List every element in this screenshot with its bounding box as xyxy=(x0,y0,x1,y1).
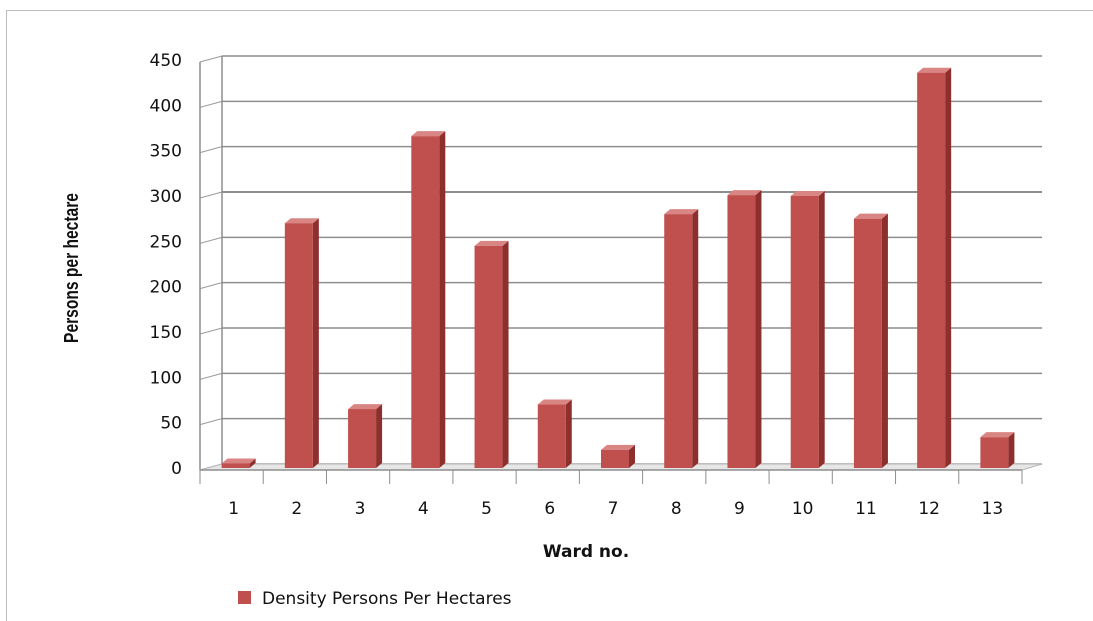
y-tick-label: 250 xyxy=(150,232,182,252)
gridline-connector xyxy=(199,418,223,426)
bar-top xyxy=(601,444,635,450)
bar-side xyxy=(692,209,699,468)
bar-top xyxy=(790,191,825,196)
bar xyxy=(917,67,952,469)
bar-side xyxy=(629,444,635,468)
bar-front xyxy=(537,404,566,468)
bar-front xyxy=(790,196,819,468)
y-tick-label: 100 xyxy=(150,368,182,388)
bar xyxy=(727,190,762,469)
y-tick-label: 150 xyxy=(150,323,182,343)
gridline-connector xyxy=(199,282,223,290)
bar-front xyxy=(601,449,629,468)
chart-frame xyxy=(6,10,1093,621)
x-tick-labels: 1 2 3 4 5 6 7 8 9 10 11 12 13 xyxy=(228,499,1003,519)
bar-side xyxy=(565,399,572,468)
x-axis-title: Ward no. xyxy=(543,542,629,562)
gridline-connector xyxy=(199,327,223,335)
bar-front xyxy=(348,409,377,468)
bar-side xyxy=(439,131,446,468)
x-tick-label: 3 xyxy=(355,499,366,519)
y-tick-labels: 0 50 100 150 200 250 300 350 400 450 xyxy=(150,51,182,479)
y-tick-label: 300 xyxy=(150,187,182,207)
bar-top xyxy=(221,458,256,464)
bar-side xyxy=(376,404,383,468)
x-tick-label: 7 xyxy=(608,499,619,519)
bar xyxy=(601,444,635,468)
x-tick-label: 6 xyxy=(544,499,555,519)
bar-top xyxy=(284,218,319,224)
bar xyxy=(790,191,825,468)
bar-front xyxy=(980,437,1009,468)
y-tick-label: 0 xyxy=(171,459,182,479)
bar-top xyxy=(348,404,383,410)
y-tick-label: 450 xyxy=(150,51,182,71)
y-tick-label: 400 xyxy=(150,96,182,116)
y-tick-label: 350 xyxy=(150,142,182,162)
bar-top xyxy=(853,213,888,219)
bar xyxy=(348,404,383,468)
bar-side xyxy=(1008,432,1015,468)
bar-front xyxy=(917,72,946,469)
legend-label: Density Persons Per Hectares xyxy=(262,589,512,609)
x-tick-label: 9 xyxy=(734,499,745,519)
x-tick-label: 4 xyxy=(418,499,429,519)
bar-side xyxy=(945,67,952,469)
x-tick-label: 5 xyxy=(481,499,492,519)
y-tick-label: 50 xyxy=(160,414,182,434)
bar-side xyxy=(312,218,319,468)
bar-top xyxy=(917,67,952,73)
bar xyxy=(664,209,699,468)
bar-front xyxy=(727,195,756,469)
bar-front xyxy=(221,463,250,468)
bar-front xyxy=(284,223,313,468)
bar xyxy=(411,131,446,468)
bar xyxy=(221,458,256,468)
gridline-connector xyxy=(199,100,223,108)
bar-top xyxy=(537,399,572,405)
bar-front xyxy=(411,136,440,468)
x-tick-label: 1 xyxy=(228,499,239,519)
bar xyxy=(853,213,888,468)
bars xyxy=(221,67,1015,469)
bar-top xyxy=(411,131,446,137)
legend: Density Persons Per Hectares xyxy=(238,589,512,609)
y-tick-label: 200 xyxy=(150,278,182,298)
bar-side xyxy=(502,240,509,468)
bar-front xyxy=(474,245,503,468)
bar-side xyxy=(755,190,762,469)
bar-top xyxy=(664,209,699,215)
bar xyxy=(284,218,319,468)
bar-top xyxy=(727,190,762,196)
bar-front xyxy=(853,218,882,468)
bar-side xyxy=(881,213,888,468)
bar xyxy=(980,432,1015,468)
bar xyxy=(474,240,509,468)
bar-top xyxy=(474,240,509,246)
gridline-connector xyxy=(199,191,223,199)
bar-side xyxy=(818,191,825,468)
bar-top xyxy=(980,432,1015,438)
x-tick-label: 10 xyxy=(792,499,814,519)
x-tick-label: 11 xyxy=(855,499,877,519)
bar-side xyxy=(249,458,256,468)
gridline-connector xyxy=(199,372,223,380)
bar xyxy=(537,399,572,468)
gridline-connector xyxy=(199,236,223,244)
gridline-connector xyxy=(199,55,223,63)
x-tick-label: 13 xyxy=(982,499,1004,519)
gridline-connector xyxy=(199,146,223,154)
gridlines xyxy=(199,55,1042,471)
y-axis-title: Persons per hectare xyxy=(60,193,82,343)
x-tick-label: 8 xyxy=(671,499,682,519)
legend-swatch xyxy=(238,591,251,604)
x-tick-label: 12 xyxy=(918,499,940,519)
x-tick-label: 2 xyxy=(291,499,302,519)
bar-front xyxy=(664,214,693,468)
